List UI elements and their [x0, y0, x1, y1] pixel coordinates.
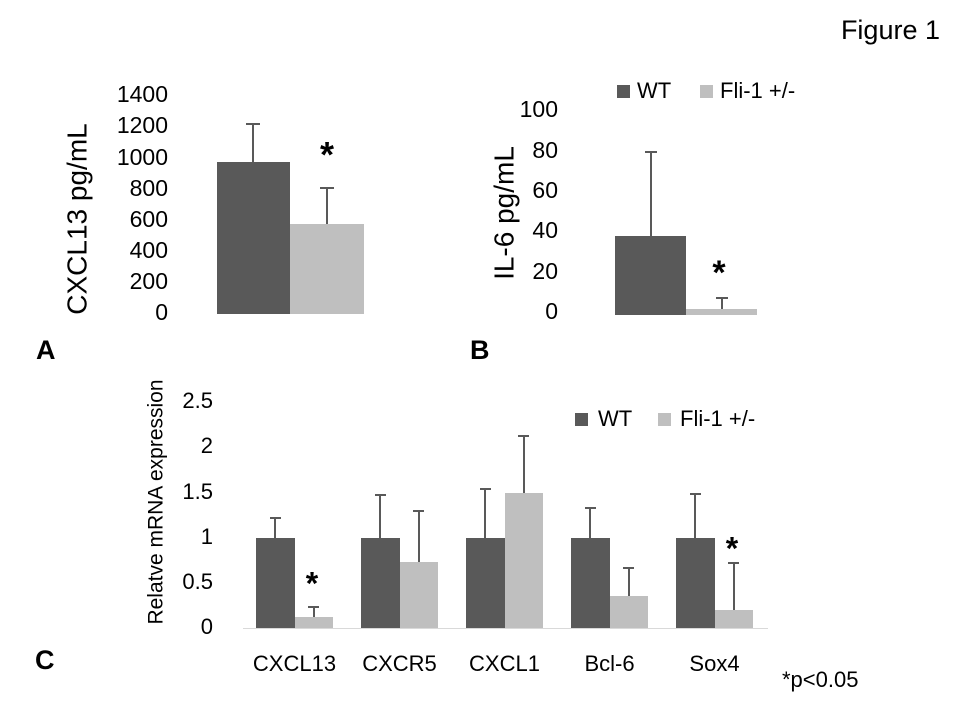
error-bar-cap-wt-cxcl13	[269, 517, 281, 520]
error-bar-wt-cxcr5	[379, 493, 382, 538]
bar-c-wt-sox4	[676, 537, 715, 628]
legend-label-fli-1: Fli-1 +/-	[680, 405, 756, 431]
error-bar-wt	[252, 123, 255, 163]
error-bar-cap-wt-sox4	[689, 492, 701, 495]
panel-b-y-tick-80: 80	[532, 136, 558, 163]
bar-a-wt	[216, 162, 290, 314]
legend-swatch-wt	[617, 85, 630, 98]
error-bar-cap-wt-cxcr5	[374, 493, 386, 496]
bar-c-wt-bcl-6	[571, 537, 610, 628]
panel-c-y-tick-0: 0	[200, 613, 213, 639]
panel-a-y-tick-600: 600	[129, 205, 168, 232]
panel-a-y-tick-1200: 1200	[116, 112, 168, 139]
error-bar-cap-fli-1-cxcl13	[308, 606, 320, 609]
error-bar-cap-wt-cxcl1	[479, 488, 491, 491]
bar-c-fli-1-cxcr5	[399, 562, 438, 628]
significance-star-sox4: *	[725, 530, 739, 567]
bar-c-fli-1-cxcl13	[294, 617, 333, 628]
error-bar-cap-fli-1	[319, 187, 334, 190]
category-label-cxcl1: CXCL1	[469, 651, 540, 676]
panel-c-y-tick-0-5: 0.5	[182, 568, 213, 594]
error-bar-cap-fli-1-cxcr5	[413, 509, 425, 512]
figure-title: Figure 1	[840, 15, 940, 45]
panel-b-y-tick-0: 0	[545, 298, 558, 325]
significance-footnote: *p<0.05	[782, 667, 859, 692]
panel-b-y-tick-60: 60	[532, 177, 558, 203]
significance-star-cxcl13: *	[305, 565, 319, 602]
error-bar-cap-wt	[644, 151, 657, 154]
error-bar-cap-fli-1	[715, 296, 728, 299]
panel-c-y-tick-1-5: 1.5	[182, 478, 213, 504]
error-bar-wt	[649, 151, 652, 237]
panel-a-y-tick-400: 400	[129, 236, 168, 263]
bar-c-wt-cxcr5	[361, 537, 400, 628]
panel-b-y-tick-100: 100	[519, 96, 558, 123]
bar-b-fli-1	[686, 308, 757, 315]
error-bar-cap-wt-bcl-6	[584, 507, 596, 510]
error-bar-fli-1	[325, 187, 328, 225]
panel-label-a: A	[36, 335, 56, 365]
panel-b-y-tick-20: 20	[532, 257, 558, 284]
error-bar-wt-bcl-6	[589, 507, 592, 538]
legend-label-fli-1: Fli-1 +/-	[720, 77, 796, 103]
panel-c-y-tick-1: 1	[200, 523, 213, 549]
error-bar-fli-1-cxcl13	[312, 606, 315, 618]
error-bar-fli-1-sox4	[732, 562, 735, 610]
panel-b-y-tick-40: 40	[532, 217, 558, 244]
bar-a-fli-1	[290, 224, 364, 314]
panel-c-y-tick-2-5: 2.5	[182, 388, 213, 414]
bar-c-fli-1-sox4	[714, 609, 753, 628]
significance-star-panel-a: *	[319, 134, 335, 176]
error-bar-wt-sox4	[694, 492, 697, 538]
error-bar-fli-1	[720, 296, 723, 309]
error-bar-wt-cxcl13	[274, 517, 277, 538]
category-label-bcl-6: Bcl-6	[584, 651, 635, 676]
error-bar-cap-fli-1-cxcl1	[518, 434, 530, 437]
legend-swatch-fli-1	[658, 413, 671, 426]
legend-label-wt: WT	[598, 405, 633, 431]
error-bar-wt-cxcl1	[484, 488, 487, 538]
panel-a-y-tick-0: 0	[155, 299, 168, 326]
error-bar-fli-1-cxcr5	[417, 509, 420, 563]
legend-label-wt: WT	[637, 77, 672, 103]
error-bar-fli-1-bcl-6	[627, 566, 630, 596]
category-label-cxcr5: CXCR5	[362, 651, 437, 676]
legend-swatch-fli-1	[700, 85, 713, 98]
error-bar-cap-fli-1-bcl-6	[623, 566, 635, 569]
error-bar-cap-fli-1-sox4	[728, 562, 740, 565]
bar-c-wt-cxcl13	[256, 537, 295, 628]
panel-c-x-axis-line	[243, 628, 768, 629]
bar-c-fli-1-bcl-6	[609, 595, 648, 628]
panel-label-b: B	[470, 335, 490, 365]
bar-c-wt-cxcl1	[466, 537, 505, 628]
panel-a-y-tick-1400: 1400	[116, 81, 168, 108]
significance-star-panel-b: *	[712, 253, 726, 292]
category-label-sox4: Sox4	[689, 651, 740, 676]
bar-c-fli-1-cxcl1	[504, 492, 543, 628]
panel-a-y-tick-200: 200	[129, 268, 168, 295]
error-bar-fli-1-cxcl1	[522, 434, 525, 493]
bar-b-wt	[615, 236, 686, 315]
panel-a-y-tick-800: 800	[129, 174, 168, 201]
category-label-cxcl13: CXCL13	[252, 651, 337, 676]
panel-c-y-tick-2: 2	[200, 433, 213, 459]
panel-label-c: C	[35, 645, 55, 675]
legend-swatch-wt	[575, 413, 588, 426]
error-bar-cap-wt	[246, 123, 261, 126]
panel-a-y-tick-1000: 1000	[116, 143, 168, 170]
